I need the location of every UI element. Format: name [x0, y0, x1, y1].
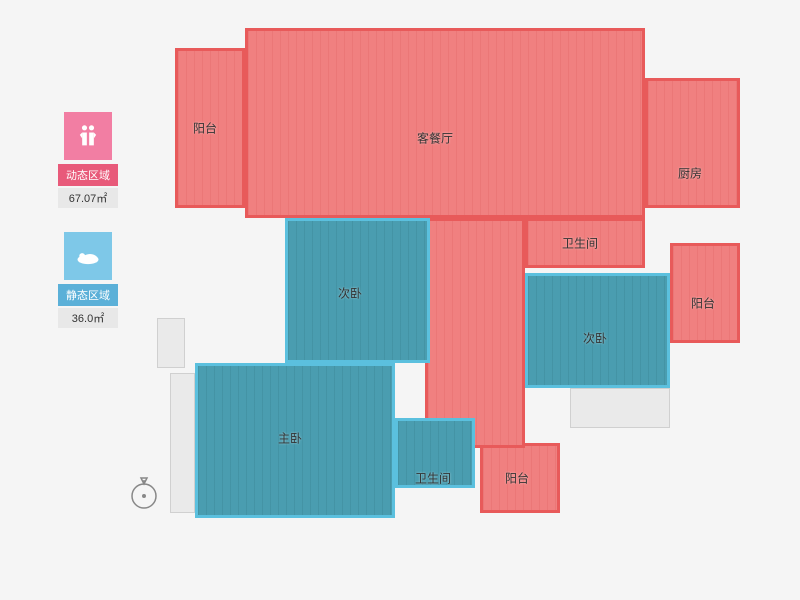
- compass-icon: [128, 472, 160, 504]
- people-icon: [64, 112, 112, 160]
- room-label-bedroom1: 主卧: [278, 430, 302, 447]
- room-label-bath1: 卫生间: [562, 235, 598, 252]
- room-label-balcony3: 阳台: [505, 470, 529, 487]
- room-living: [245, 28, 645, 218]
- room-kitchen: [645, 78, 740, 208]
- legend-panel: 动态区域 67.07㎡ 静态区域 36.0㎡: [58, 112, 118, 352]
- room-label-balcony1: 阳台: [193, 120, 217, 137]
- legend-static: 静态区域 36.0㎡: [58, 232, 118, 328]
- room-label-balcony2: 阳台: [691, 295, 715, 312]
- room-label-bedroom2b: 次卧: [583, 330, 607, 347]
- room-corridor: [425, 218, 525, 448]
- room-label-bedroom2a: 次卧: [338, 285, 362, 302]
- room-label-kitchen: 厨房: [678, 165, 702, 182]
- legend-dynamic: 动态区域 67.07㎡: [58, 112, 118, 208]
- legend-static-value: 36.0㎡: [58, 308, 118, 328]
- balcony-pad: [170, 373, 195, 513]
- room-label-bath2: 卫生间: [415, 470, 451, 487]
- legend-static-label: 静态区域: [58, 284, 118, 306]
- floorplan: 客餐厅阳台厨房卫生间阳台阳台次卧次卧主卧卫生间: [175, 18, 765, 578]
- legend-dynamic-label: 动态区域: [58, 164, 118, 186]
- room-balcony2: [670, 243, 740, 343]
- room-label-living: 客餐厅: [417, 130, 453, 147]
- balcony-pad: [157, 318, 185, 368]
- sleep-icon: [64, 232, 112, 280]
- balcony-pad: [570, 388, 670, 428]
- legend-dynamic-value: 67.07㎡: [58, 188, 118, 208]
